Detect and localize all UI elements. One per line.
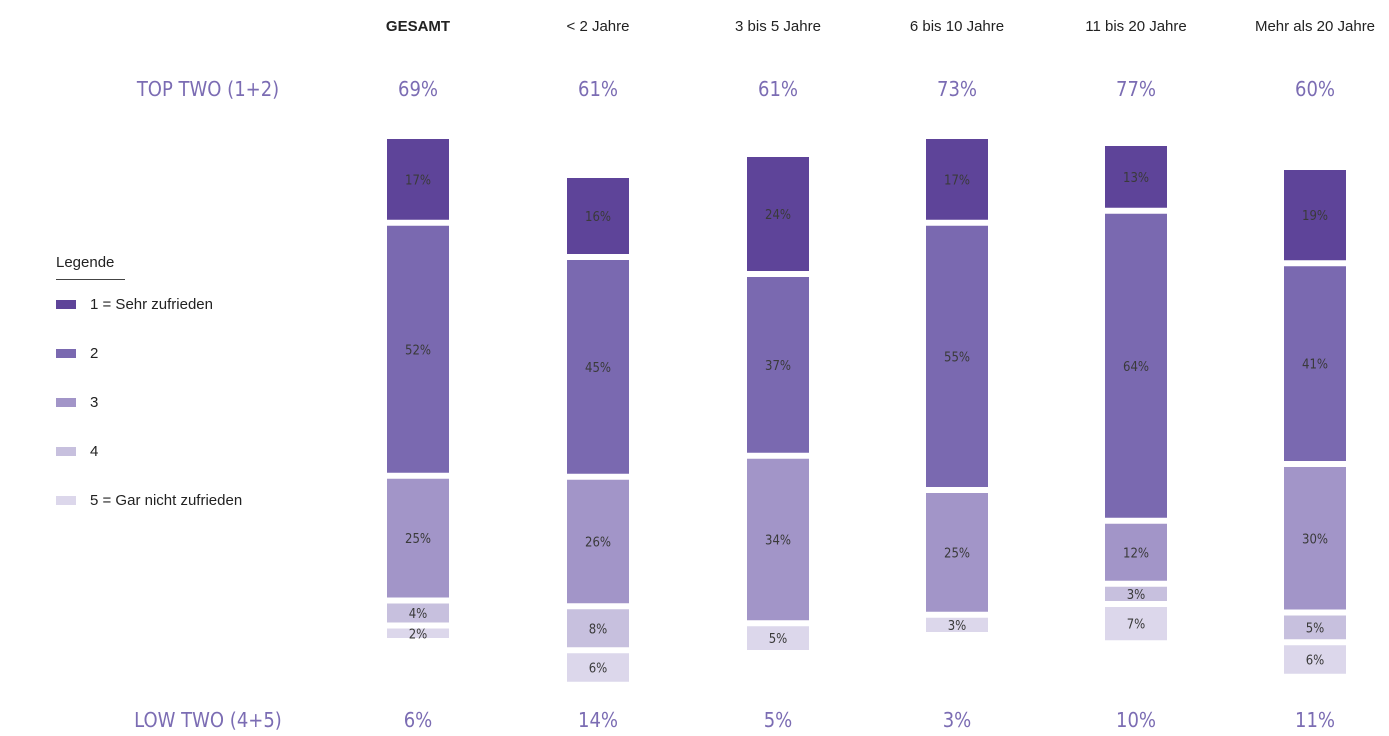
data-label: 64% (1123, 360, 1149, 375)
bar-segment (926, 139, 988, 220)
low-two-value: 6% (404, 708, 433, 732)
bar-segment (926, 617, 988, 632)
top-two-value: 77% (1116, 77, 1156, 101)
data-label: 16% (585, 210, 611, 225)
category-label: < 2 Jahre (567, 18, 630, 35)
bar-segment (1105, 146, 1167, 208)
data-label: 2% (409, 627, 428, 642)
bar-segment (747, 458, 809, 621)
category-label: 6 bis 10 Jahre (910, 18, 1004, 35)
category-label: 3 bis 5 Jahre (735, 18, 821, 35)
legend-swatch (56, 398, 76, 407)
legend-item: 5 = Gar nicht zufrieden (56, 476, 242, 525)
top-two-value: 73% (937, 77, 977, 101)
bar-segment (567, 653, 629, 682)
bar-segment (747, 626, 809, 650)
legend-label: 2 (90, 345, 99, 362)
bar-segment (747, 277, 809, 453)
bar-segment (387, 478, 449, 598)
legend-label: 1 = Sehr zufrieden (90, 296, 213, 313)
legend-item: 2 (56, 329, 242, 378)
top-two-value: 61% (758, 77, 798, 101)
data-label: 19% (1302, 209, 1328, 224)
bar-segment (387, 139, 449, 220)
data-label: 6% (1306, 654, 1325, 669)
data-label: 7% (1127, 618, 1146, 633)
legend-item: 4 (56, 427, 242, 476)
bar-segment (567, 178, 629, 254)
data-label: 4% (409, 607, 428, 622)
data-label: 34% (765, 534, 791, 549)
top-two-value: 69% (398, 77, 438, 101)
low-two-value: 3% (943, 708, 972, 732)
data-label: 24% (765, 208, 791, 223)
data-label: 26% (585, 536, 611, 551)
bar-segment (567, 260, 629, 474)
data-label: 3% (1127, 588, 1146, 603)
low-two-value: 5% (764, 708, 793, 732)
bar-segment (567, 479, 629, 604)
data-label: 25% (405, 532, 431, 547)
low-two-value: 11% (1295, 708, 1335, 732)
top-two-label: TOP TWO (1+2) (136, 77, 279, 101)
bar-segment (387, 603, 449, 623)
data-label: 25% (944, 546, 970, 561)
bar-segment (1284, 266, 1346, 461)
bar-segment (387, 225, 449, 473)
data-label: 13% (1123, 171, 1149, 186)
bar-segment (567, 609, 629, 648)
legend-label: 3 (90, 394, 99, 411)
data-label: 5% (1306, 621, 1325, 636)
data-label: 55% (944, 350, 970, 365)
bar-segment (1284, 615, 1346, 640)
data-label: 52% (405, 343, 431, 358)
bar-segment (747, 157, 809, 271)
legend-swatch (56, 496, 76, 505)
data-label: 6% (589, 662, 608, 677)
top-two-value: 61% (578, 77, 618, 101)
bar-segment (926, 225, 988, 487)
bar-segment (387, 628, 449, 638)
data-label: 45% (585, 361, 611, 376)
low-two-value: 14% (578, 708, 618, 732)
legend: Legende 1 = Sehr zufrieden 2 3 4 5 = Gar… (56, 254, 242, 541)
data-label: 41% (1302, 358, 1328, 373)
legend-swatch (56, 300, 76, 309)
bar-segment (1284, 170, 1346, 261)
data-label: 30% (1302, 532, 1328, 547)
legend-label: 4 (90, 443, 99, 460)
category-label: 11 bis 20 Jahre (1085, 18, 1186, 35)
data-label: 3% (948, 619, 967, 634)
data-label: 5% (769, 632, 788, 647)
bar-segment (1284, 467, 1346, 610)
low-two-label: LOW TWO (4+5) (134, 708, 282, 732)
category-label: Mehr als 20 Jahre (1255, 18, 1375, 35)
top-two-value: 60% (1295, 77, 1335, 101)
bar-segment (926, 493, 988, 612)
legend-swatch (56, 447, 76, 456)
bar-segment (1105, 523, 1167, 581)
data-label: 8% (589, 622, 608, 637)
legend-label: 5 = Gar nicht zufrieden (90, 492, 243, 509)
data-label: 17% (944, 173, 970, 188)
data-label: 12% (1123, 546, 1149, 561)
legend-item: 3 (56, 378, 242, 427)
legend-item: 1 = Sehr zufrieden (56, 280, 242, 329)
bar-segment (1105, 213, 1167, 518)
legend-swatch (56, 349, 76, 358)
data-label: 17% (405, 173, 431, 188)
low-two-value: 10% (1116, 708, 1156, 732)
data-label: 37% (765, 359, 791, 374)
bar-segment (1284, 645, 1346, 674)
bar-segment (1105, 586, 1167, 601)
legend-title: Legende (56, 254, 125, 280)
category-label: GESAMT (386, 18, 450, 35)
bar-segment (1105, 607, 1167, 641)
